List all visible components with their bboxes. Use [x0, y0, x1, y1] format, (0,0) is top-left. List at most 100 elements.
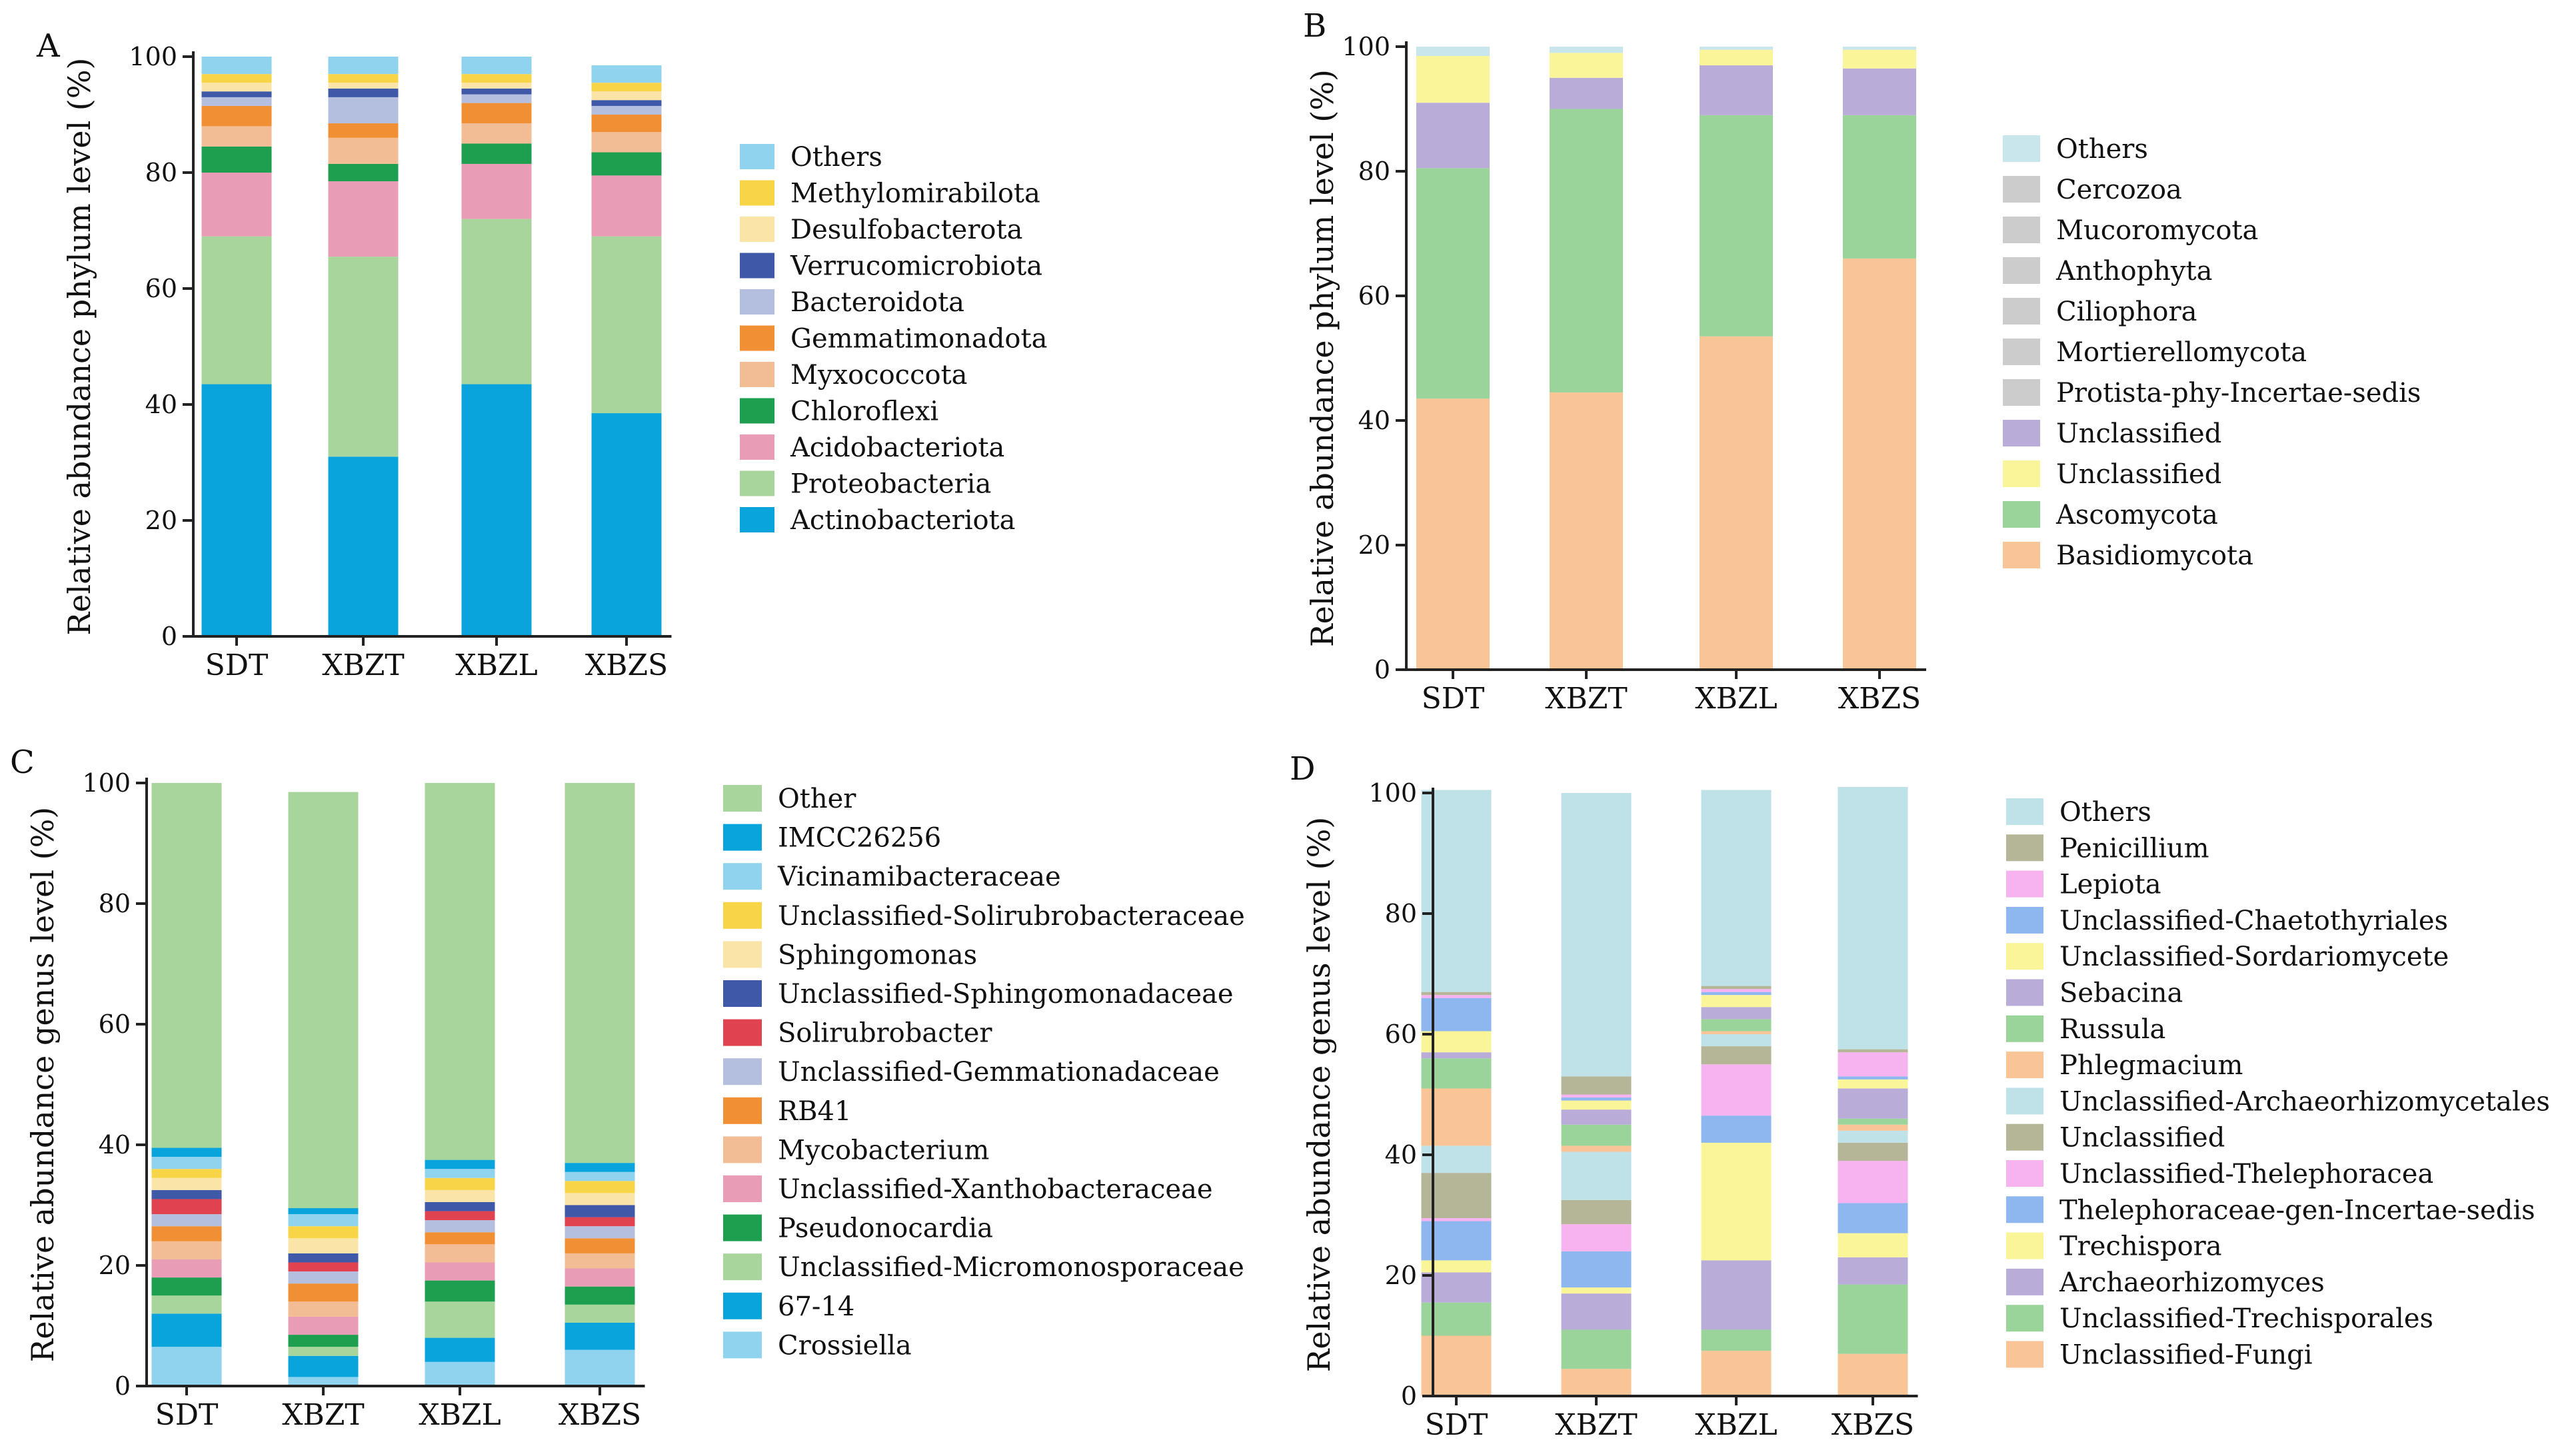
panel-letter-c: C [10, 744, 35, 781]
legend-swatch-b-6 [2003, 379, 2040, 406]
bar-segment-d-xbzs-10 [1838, 1088, 1908, 1119]
bar-segment-c-xbzt-9 [288, 1253, 359, 1263]
bar-segment-a-xbzt-9 [328, 74, 399, 83]
legend-swatch-c-12 [723, 1253, 762, 1281]
bar-segment-d-xbzs-2 [1838, 1257, 1908, 1285]
bar-segment-d-xbzt-3 [1561, 1287, 1632, 1294]
legend-swatch-b-9 [2003, 501, 2040, 528]
bar-segment-a-xbzs-9 [591, 83, 662, 92]
y-tick-label-b-80: 80 [1358, 157, 1390, 186]
bar-group-c-xbzs [565, 783, 635, 1386]
y-tick-label-d-100: 100 [1368, 778, 1417, 808]
legend-label-b-0: Others [2056, 134, 2148, 165]
y-tick-label-d-20: 20 [1385, 1261, 1417, 1290]
bar-segment-d-xbzs-13 [1838, 1052, 1908, 1077]
x-tick-label-b-sdt: SDT [1422, 682, 1485, 716]
bar-segment-c-xbzt-12 [288, 1214, 359, 1227]
panel-letter-b: B [1303, 7, 1326, 45]
x-tick-label-a-xbzs: XBZS [585, 648, 668, 682]
bar-segment-d-xbzt-15 [1561, 793, 1632, 1077]
bar-segment-b-xbzl-4 [1700, 47, 1773, 50]
legend-swatch-c-6 [723, 1019, 762, 1046]
legend-swatch-c-7 [723, 1058, 762, 1086]
bar-segment-c-xbzt-2 [288, 1347, 359, 1356]
bar-segment-c-sdt-5 [151, 1241, 222, 1259]
legend-swatch-d-15 [2006, 1341, 2043, 1368]
bar-segment-d-xbzs-4 [1838, 1203, 1908, 1233]
bar-segment-b-xbzs-4 [1843, 47, 1916, 50]
legend-label-d-0: Others [2059, 797, 2151, 828]
bar-segment-d-xbzt-12 [1561, 1097, 1632, 1101]
bar-segment-c-xbzl-13 [425, 1159, 495, 1169]
bar-segment-c-xbzl-14 [425, 783, 495, 1160]
bar-segment-c-sdt-1 [151, 1313, 222, 1347]
bar-segment-c-sdt-2 [151, 1295, 222, 1314]
bar-segment-a-xbzt-7 [328, 88, 399, 97]
bar-segment-d-xbzs-7 [1838, 1130, 1908, 1143]
bars-d [1421, 786, 1908, 1396]
legend-swatch-a-2 [740, 217, 774, 242]
y-tick-label-c-40: 40 [99, 1130, 131, 1159]
bar-segment-c-sdt-14 [151, 783, 222, 1148]
bar-segment-d-xbzl-2 [1701, 1260, 1772, 1330]
bar-segment-c-xbzs-2 [565, 1304, 635, 1323]
bar-group-a-xbzt [328, 57, 399, 636]
bar-segment-d-xbzl-7 [1701, 1034, 1772, 1047]
bar-segment-c-xbzs-7 [565, 1226, 635, 1239]
panel-letter-a: A [36, 27, 61, 65]
bar-segment-c-xbzl-7 [425, 1220, 495, 1233]
bar-segment-a-xbzt-10 [328, 57, 399, 75]
bar-segment-d-xbzs-9 [1838, 1118, 1908, 1125]
legend-label-a-8: Acidobacteriota [790, 432, 1004, 463]
legend-swatch-c-4 [723, 941, 762, 968]
bar-segment-c-sdt-11 [151, 1169, 222, 1178]
bar-segment-c-sdt-10 [151, 1177, 222, 1190]
bar-segment-b-xbzs-0 [1843, 258, 1916, 670]
bar-segment-d-xbzl-13 [1701, 989, 1772, 992]
bar-segment-c-sdt-12 [151, 1157, 222, 1169]
y-tick-label-a-60: 60 [145, 274, 177, 303]
bar-segment-b-xbzt-0 [1550, 392, 1623, 670]
x-tick-label-d-xbzs: XBZS [1832, 1408, 1914, 1442]
bar-group-c-xbzl [425, 783, 495, 1386]
bar-segment-c-xbzt-5 [288, 1301, 359, 1317]
y-tick-label-d-60: 60 [1385, 1020, 1417, 1049]
bar-segment-a-xbzt-2 [328, 181, 399, 257]
legend-swatch-d-7 [2006, 1052, 2043, 1079]
y-tick-label-c-20: 20 [99, 1251, 131, 1280]
bar-segment-a-sdt-8 [201, 83, 272, 92]
legend-swatch-b-0 [2003, 135, 2040, 162]
bar-segment-b-xbzs-1 [1843, 115, 1916, 259]
legend-label-b-8: Unclassified [2056, 459, 2221, 490]
x-tick-label-c-xbzt: XBZT [282, 1398, 365, 1432]
legend-d: Others Penicillium Lepiota Unclassified-Cha… [2006, 797, 2550, 1371]
legend-label-d-5: Sebacina [2059, 978, 2183, 1009]
bar-segment-d-xbzl-11 [1701, 995, 1772, 1008]
legend-label-c-7: Unclassified-Gemmationadaceae [778, 1057, 1220, 1088]
legend-label-b-2: Mucoromycota [2056, 215, 2258, 246]
bar-segment-d-xbzs-14 [1838, 1049, 1908, 1053]
bar-segment-a-xbzs-6 [591, 105, 662, 115]
legend-label-d-8: Unclassified-Archaeorhizomycetales [2059, 1086, 2550, 1117]
legend-label-a-5: Gemmatimonadota [790, 324, 1047, 355]
bar-segment-c-xbzt-6 [288, 1283, 359, 1302]
legend-swatch-d-1 [2006, 834, 2043, 862]
bar-segment-a-xbzs-1 [591, 236, 662, 414]
y-axis-label-a: Relative abundance phylum level (%) [61, 58, 97, 636]
legend-swatch-b-10 [2003, 542, 2040, 568]
bar-segment-a-sdt-5 [201, 105, 272, 127]
legend-swatch-b-1 [2003, 176, 2040, 203]
bar-segment-a-xbzt-1 [328, 257, 399, 457]
legend-label-d-14: Unclassified-Trechisporales [2059, 1303, 2433, 1334]
legend-swatch-a-5 [740, 325, 774, 351]
legend-label-d-7: Phlegmacium [2059, 1050, 2243, 1081]
legend-swatch-d-13 [2006, 1268, 2043, 1295]
bar-group-d-xbzt [1561, 793, 1632, 1396]
legend-label-d-6: Russula [2059, 1014, 2165, 1045]
bar-segment-c-sdt-0 [151, 1347, 222, 1386]
legend-label-c-11: Pseudonocardia [778, 1213, 993, 1244]
legend-label-d-12: Trechispora [2059, 1231, 2222, 1262]
bar-segment-a-xbzl-10 [461, 57, 532, 75]
x-tick-label-a-xbzt: XBZT [322, 648, 405, 682]
bars-b [1416, 47, 1916, 670]
